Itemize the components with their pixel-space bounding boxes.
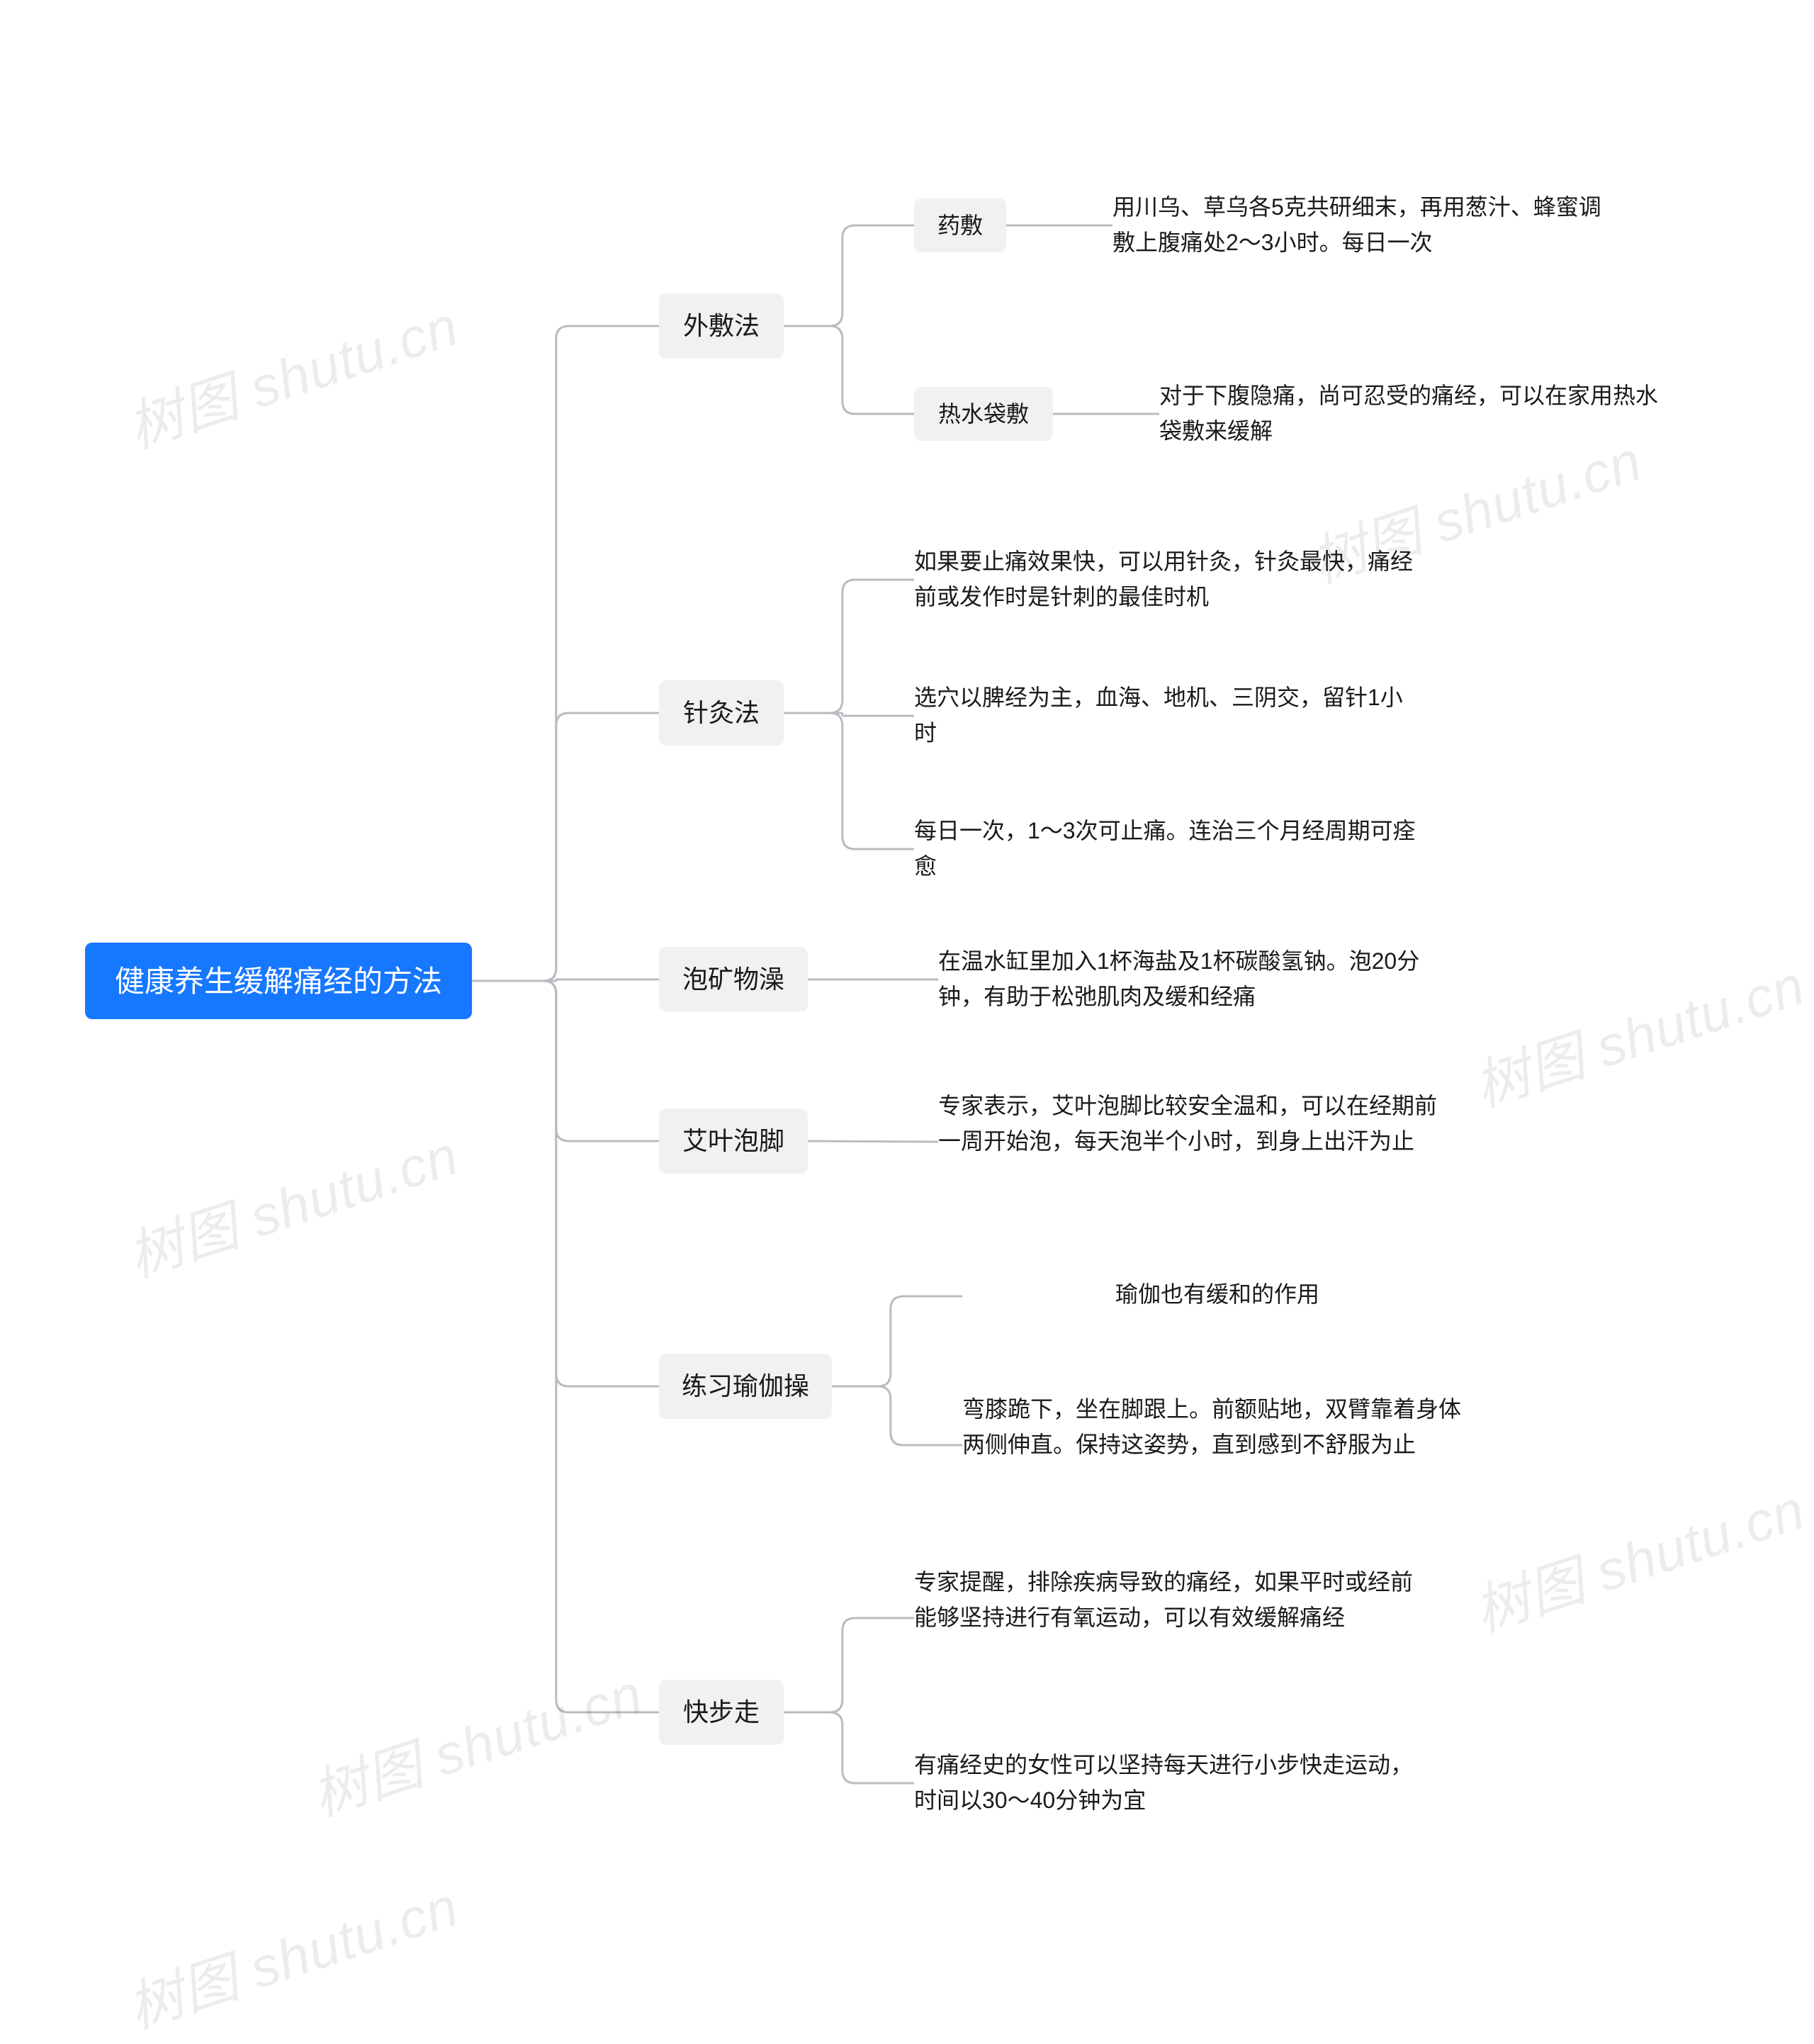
leaf-4-0[interactable]: 瑜伽也有缓和的作用 xyxy=(962,1277,1472,1313)
leaf-2-0[interactable]: 在温水缸里加入1杯海盐及1杯碳酸氢钠。泡20分钟，有助于松弛肌肉及缓和经痛 xyxy=(938,944,1448,1014)
leaf-3-0[interactable]: 专家表示，艾叶泡脚比较安全温和，可以在经期前一周开始泡，每天泡半个小时，到身上出… xyxy=(938,1089,1448,1159)
branch-label: 艾叶泡脚 xyxy=(682,1122,784,1160)
leaf-text: 每日一次，1～3次可止痛。连治三个月经周期可痊愈 xyxy=(914,814,1424,884)
watermark: 树图 shutu.cn xyxy=(1463,1466,1813,1647)
branch-label: 外敷法 xyxy=(683,307,760,345)
leaf-text: 如果要止痛效果快，可以用针灸，针灸最快，痛经前或发作时是针刺的最佳时机 xyxy=(914,544,1424,614)
branch-node-3[interactable]: 艾叶泡脚 xyxy=(659,1108,808,1174)
branch-node-2[interactable]: 泡矿物澡 xyxy=(659,947,808,1012)
watermark: 树图 shutu.cn xyxy=(301,1650,651,1831)
root-label: 健康养生缓解痛经的方法 xyxy=(115,959,442,1004)
watermark: 树图 shutu.cn xyxy=(1463,941,1813,1123)
leaf-text: 专家表示，艾叶泡脚比较安全温和，可以在经期前一周开始泡，每天泡半个小时，到身上出… xyxy=(938,1089,1448,1159)
leaf-5-1[interactable]: 有痛经史的女性可以坚持每天进行小步快走运动，时间以30～40分钟为宜 xyxy=(914,1748,1424,1818)
branch-label: 快步走 xyxy=(683,1693,760,1731)
leaf-text: 选穴以脾经为主，血海、地机、三阴交，留针1小时 xyxy=(914,680,1424,751)
sub-node-0-1[interactable]: 热水袋敷 xyxy=(914,387,1053,441)
leaf-text: 有痛经史的女性可以坚持每天进行小步快走运动，时间以30～40分钟为宜 xyxy=(914,1748,1424,1818)
watermark: 树图 shutu.cn xyxy=(117,282,467,464)
branch-node-5[interactable]: 快步走 xyxy=(659,1680,784,1745)
leaf-text: 在温水缸里加入1杯海盐及1杯碳酸氢钠。泡20分钟，有助于松弛肌肉及缓和经痛 xyxy=(938,944,1448,1014)
branch-label: 泡矿物澡 xyxy=(682,960,784,999)
leaf-0-1-0[interactable]: 对于下腹隐痛，尚可忍受的痛经，可以在家用热水袋敷来缓解 xyxy=(1159,378,1669,449)
sub-label: 热水袋敷 xyxy=(938,397,1029,431)
branch-node-4[interactable]: 练习瑜伽操 xyxy=(659,1354,832,1419)
sub-node-0-0[interactable]: 药敷 xyxy=(914,198,1006,252)
sub-label: 药敷 xyxy=(937,208,983,242)
watermark: 树图 shutu.cn xyxy=(117,1863,467,2044)
leaf-1-0[interactable]: 如果要止痛效果快，可以用针灸，针灸最快，痛经前或发作时是针刺的最佳时机 xyxy=(914,544,1424,614)
branch-node-1[interactable]: 针灸法 xyxy=(659,680,784,746)
leaf-text: 专家提醒，排除疾病导致的痛经，如果平时或经前能够坚持进行有氧运动，可以有效缓解痛… xyxy=(914,1565,1424,1635)
leaf-text: 瑜伽也有缓和的作用 xyxy=(1115,1277,1319,1313)
leaf-5-0[interactable]: 专家提醒，排除疾病导致的痛经，如果平时或经前能够坚持进行有氧运动，可以有效缓解痛… xyxy=(914,1565,1424,1635)
root-node[interactable]: 健康养生缓解痛经的方法 xyxy=(85,943,472,1019)
leaf-text: 用川乌、草乌各5克共研细末，再用葱汁、蜂蜜调敷上腹痛处2～3小时。每日一次 xyxy=(1112,190,1623,260)
leaf-text: 弯膝跪下，坐在脚跟上。前额贴地，双臂靠着身体两侧伸直。保持这姿势，直到感到不舒服… xyxy=(962,1392,1472,1462)
leaf-text: 对于下腹隐痛，尚可忍受的痛经，可以在家用热水袋敷来缓解 xyxy=(1159,378,1669,449)
watermark: 树图 shutu.cn xyxy=(117,1111,467,1293)
leaf-1-2[interactable]: 每日一次，1～3次可止痛。连治三个月经周期可痊愈 xyxy=(914,814,1424,884)
leaf-1-1[interactable]: 选穴以脾经为主，血海、地机、三阴交，留针1小时 xyxy=(914,680,1424,751)
branch-node-0[interactable]: 外敷法 xyxy=(659,293,784,359)
branch-label: 练习瑜伽操 xyxy=(682,1367,809,1405)
leaf-4-1[interactable]: 弯膝跪下，坐在脚跟上。前额贴地，双臂靠着身体两侧伸直。保持这姿势，直到感到不舒服… xyxy=(962,1392,1472,1462)
branch-label: 针灸法 xyxy=(683,694,760,732)
leaf-0-0-0[interactable]: 用川乌、草乌各5克共研细末，再用葱汁、蜂蜜调敷上腹痛处2～3小时。每日一次 xyxy=(1112,190,1623,260)
